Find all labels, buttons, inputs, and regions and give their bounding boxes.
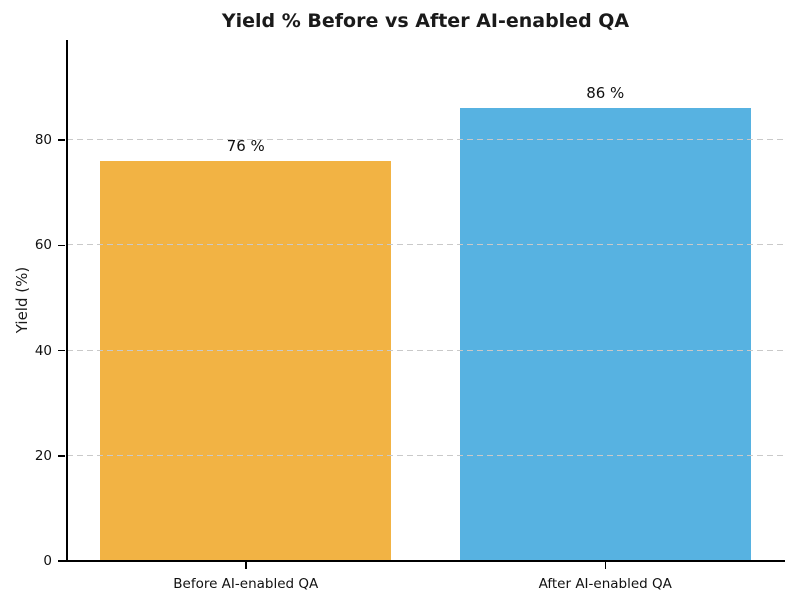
- y-tick-label: 80: [34, 132, 52, 148]
- x-tick-mark: [245, 562, 247, 569]
- x-tick-label: After AI-enabled QA: [538, 576, 672, 592]
- x-axis-spine: [64, 560, 785, 562]
- plot-area: 0 20 40 60 80 76 % Before AI-enabled QA 86 % Aft…: [35, 40, 785, 592]
- gridline: [67, 454, 785, 456]
- x-tick-mark: [604, 562, 606, 569]
- y-tick-mark: [58, 455, 65, 457]
- gridline: [67, 139, 785, 140]
- gridline: [67, 244, 785, 246]
- bar-value-label: 86 %: [586, 84, 625, 103]
- gridline: [67, 349, 785, 351]
- bar-before-ai-enabled-qa: [100, 161, 392, 561]
- y-axis-spine: [66, 40, 68, 562]
- bar-after-ai-enabled-qa: [459, 108, 751, 561]
- y-tick-mark: [58, 244, 65, 246]
- y-tick-label: 60: [34, 237, 52, 254]
- bar-value-label: 76 %: [226, 137, 265, 156]
- y-tick-mark: [58, 349, 65, 352]
- y-axis-label: Yield (%): [13, 266, 31, 334]
- x-tick-label: Before AI-enabled QA: [173, 576, 319, 592]
- chart-title: Yield % Before vs After AI-enabled QA: [221, 10, 630, 32]
- y-tick-label: 0: [43, 553, 52, 569]
- y-tick-label: 20: [34, 447, 52, 464]
- y-tick-mark: [58, 560, 65, 562]
- y-tick-label: 40: [34, 342, 52, 359]
- y-tick-mark: [58, 139, 65, 141]
